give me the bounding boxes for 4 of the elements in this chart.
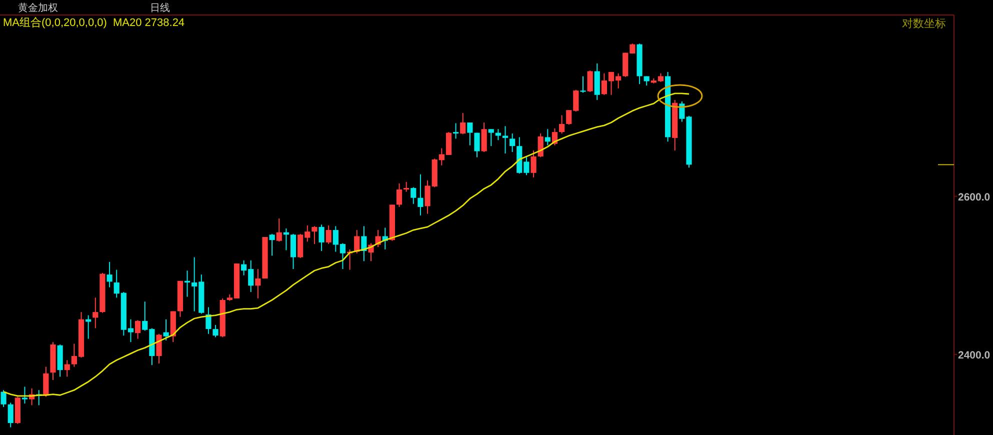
subtitle: 日线 [150,3,170,14]
annotation: 对数坐标 [902,18,946,30]
annotation: MA组合(0,0,20,0,0,0) [3,17,107,29]
title: 黄金加权 [18,3,58,14]
